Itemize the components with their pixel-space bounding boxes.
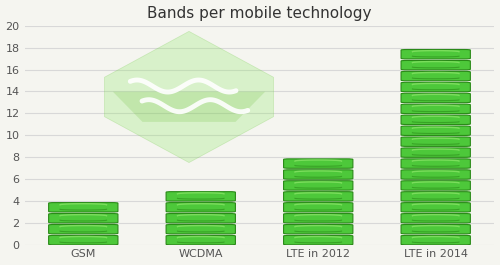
Polygon shape (113, 92, 265, 122)
FancyBboxPatch shape (284, 192, 353, 201)
FancyBboxPatch shape (401, 159, 470, 168)
FancyBboxPatch shape (401, 214, 470, 223)
FancyBboxPatch shape (401, 115, 470, 125)
FancyBboxPatch shape (166, 192, 235, 201)
FancyBboxPatch shape (401, 148, 470, 157)
FancyBboxPatch shape (401, 137, 470, 146)
FancyBboxPatch shape (284, 203, 353, 212)
FancyBboxPatch shape (48, 214, 118, 223)
FancyBboxPatch shape (401, 203, 470, 212)
FancyBboxPatch shape (48, 235, 118, 245)
FancyBboxPatch shape (284, 170, 353, 179)
FancyBboxPatch shape (401, 235, 470, 245)
FancyBboxPatch shape (401, 126, 470, 135)
FancyBboxPatch shape (166, 214, 235, 223)
FancyBboxPatch shape (401, 50, 470, 59)
FancyBboxPatch shape (401, 170, 470, 179)
FancyBboxPatch shape (401, 104, 470, 114)
FancyBboxPatch shape (284, 159, 353, 168)
FancyBboxPatch shape (284, 181, 353, 190)
FancyBboxPatch shape (166, 235, 235, 245)
FancyBboxPatch shape (284, 224, 353, 234)
FancyBboxPatch shape (401, 224, 470, 234)
FancyBboxPatch shape (48, 203, 118, 212)
Polygon shape (104, 31, 274, 162)
FancyBboxPatch shape (401, 60, 470, 70)
FancyBboxPatch shape (401, 93, 470, 103)
Title: Bands per mobile technology: Bands per mobile technology (147, 6, 372, 21)
FancyBboxPatch shape (401, 71, 470, 81)
FancyBboxPatch shape (401, 82, 470, 92)
FancyBboxPatch shape (48, 224, 118, 234)
FancyBboxPatch shape (401, 192, 470, 201)
FancyBboxPatch shape (166, 224, 235, 234)
FancyBboxPatch shape (284, 235, 353, 245)
FancyBboxPatch shape (284, 214, 353, 223)
FancyBboxPatch shape (401, 181, 470, 190)
FancyBboxPatch shape (166, 203, 235, 212)
